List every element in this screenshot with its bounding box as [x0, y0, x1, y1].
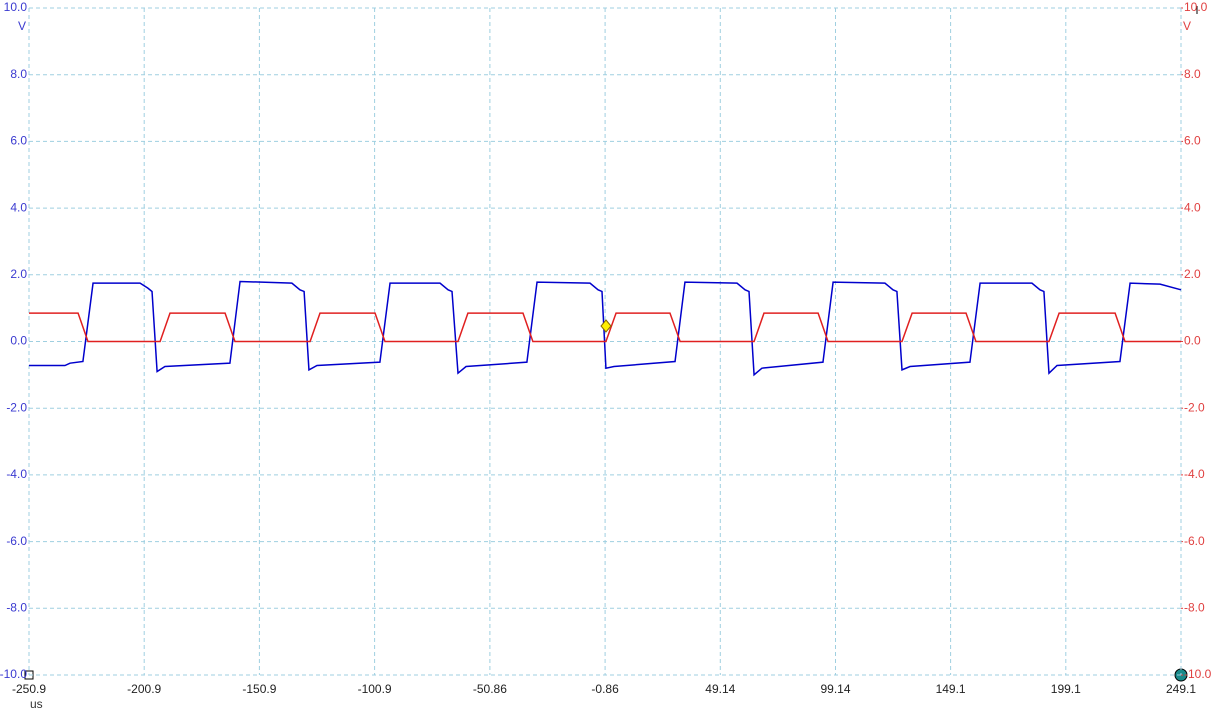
y2-tick-label: 4.0	[1184, 200, 1201, 214]
y-tick-label: -4.0	[6, 467, 27, 481]
y2-unit: V	[1183, 19, 1191, 33]
y-tick-label: -2.0	[6, 400, 27, 414]
y-tick-label: -6.0	[6, 534, 27, 548]
y-tick-label: 0.0	[10, 334, 27, 348]
x-tick-label: -100.9	[358, 682, 392, 696]
y2-tick-label: 8.0	[1184, 67, 1201, 81]
y2-tick-label: 10.0	[1184, 0, 1208, 14]
x-tick-label: 249.1	[1166, 682, 1196, 696]
x-tick-label: -200.9	[127, 682, 161, 696]
x-tick-label: -250.9	[12, 682, 46, 696]
x-tick-label: -0.86	[591, 682, 619, 696]
y2-tick-label: -8.0	[1184, 600, 1205, 614]
x-tick-label: 99.14	[820, 682, 850, 696]
x-tick-label: -150.9	[242, 682, 276, 696]
y-tick-label: 2.0	[10, 267, 27, 281]
y-tick-label: 8.0	[10, 67, 27, 81]
y-tick-label: -8.0	[6, 600, 27, 614]
y2-tick-label: -6.0	[1184, 534, 1205, 548]
y2-tick-label: 6.0	[1184, 134, 1201, 148]
y-unit: V	[18, 19, 26, 33]
y-tick-label: 6.0	[10, 134, 27, 148]
y-tick-label: 4.0	[10, 200, 27, 214]
y2-tick-label: -2.0	[1184, 400, 1205, 414]
x-tick-label: -50.86	[473, 682, 507, 696]
trigger-marker	[600, 319, 612, 333]
x-unit: us	[30, 697, 43, 710]
y2-tick-label: -10.0	[1184, 667, 1212, 681]
y2-tick-label: 2.0	[1184, 267, 1201, 281]
y-tick-label: -10.0	[0, 667, 27, 681]
trace	[29, 312, 1181, 343]
y2-tick-label: 0.0	[1184, 334, 1201, 348]
x-tick-label: 199.1	[1051, 682, 1081, 696]
trace	[29, 280, 1182, 377]
x-tick-label: 149.1	[936, 682, 966, 696]
y2-tick-label: -4.0	[1184, 467, 1205, 481]
x-tick-label: 49.14	[705, 682, 735, 696]
y-tick-label: 10.0	[4, 0, 28, 14]
